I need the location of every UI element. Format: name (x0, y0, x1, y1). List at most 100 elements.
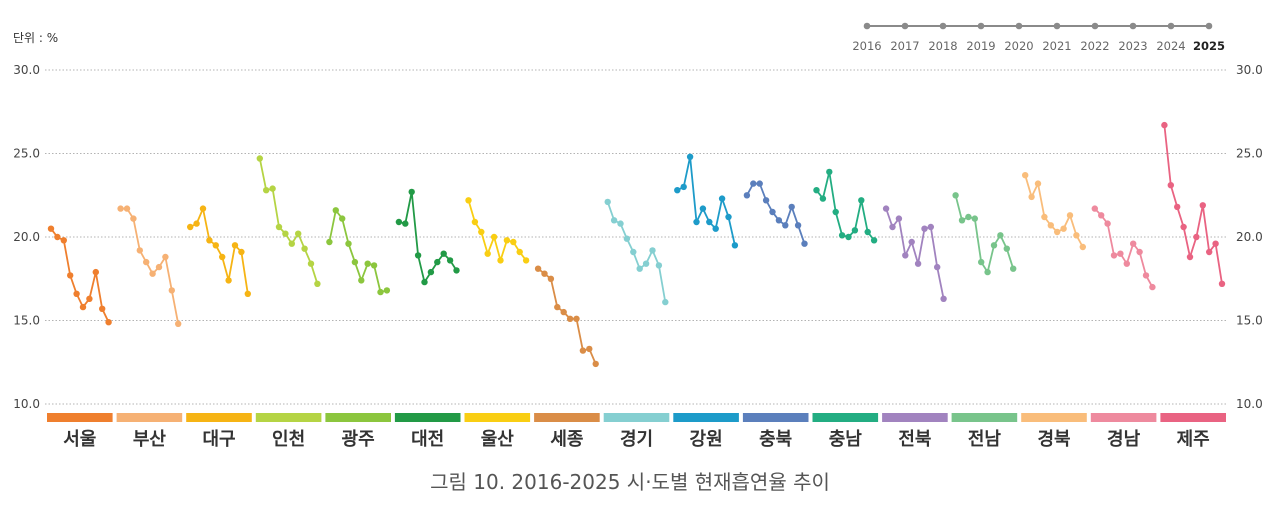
region-band (47, 413, 113, 422)
region-band (255, 413, 322, 422)
data-point (117, 205, 124, 212)
region-label: 전북 (898, 429, 931, 450)
data-point (566, 315, 574, 322)
data-point (1117, 250, 1124, 257)
unit-label: 단위 : % (13, 31, 58, 45)
series-경남 (1091, 205, 1156, 291)
data-point (952, 192, 959, 199)
data-point (332, 207, 339, 214)
region-band (1160, 413, 1226, 422)
region-band (742, 413, 809, 422)
gridlines (45, 69, 1228, 405)
series-전북 (882, 205, 947, 302)
region-label: 울산 (481, 429, 515, 450)
series-line (1163, 125, 1223, 284)
legend-marker (1167, 22, 1175, 30)
series-line (120, 207, 180, 324)
data-point (902, 252, 909, 259)
series-대전 (395, 188, 460, 286)
data-point (775, 217, 783, 224)
region-label: 광주 (342, 429, 375, 450)
region-band (812, 413, 879, 422)
y-axis-right: 10.0 15.0 20.0 25.0 30.0 (1236, 63, 1263, 411)
data-point (1161, 121, 1168, 129)
data-point (99, 305, 106, 312)
legend-marker (977, 22, 985, 30)
data-point (592, 360, 599, 368)
data-point (547, 275, 555, 282)
data-point (1047, 222, 1055, 229)
data-point (560, 308, 567, 316)
y-tick-label: 10.0 (13, 397, 40, 411)
data-point (1066, 212, 1074, 219)
legend-marker (939, 22, 947, 30)
series-line (537, 267, 597, 365)
series-광주 (326, 207, 391, 296)
region-band (673, 413, 739, 422)
data-point (1167, 182, 1175, 189)
region-label: 제주 (1177, 429, 1210, 450)
region-band (394, 413, 461, 422)
y-tick-label: 20.0 (13, 230, 40, 244)
data-point (870, 237, 878, 244)
data-point (642, 260, 650, 267)
data-point (123, 205, 131, 212)
data-point (364, 260, 371, 267)
data-point (73, 290, 80, 297)
data-point (1073, 232, 1080, 239)
series-제주 (1161, 121, 1226, 287)
data-point (351, 258, 359, 266)
series-강원 (674, 153, 739, 249)
data-point (693, 218, 700, 226)
series-line (815, 171, 875, 241)
legend-year-label: 2016 (852, 39, 881, 53)
region-label: 대구 (202, 429, 235, 450)
region-band (186, 413, 252, 422)
data-point (295, 230, 302, 237)
data-point (1079, 243, 1087, 251)
data-point (934, 263, 941, 271)
data-point (326, 238, 333, 246)
data-point (997, 232, 1004, 239)
region-label: 강원 (690, 429, 723, 450)
data-point (1034, 180, 1042, 187)
data-point (750, 180, 757, 187)
data-point (522, 257, 530, 264)
data-point (1206, 248, 1213, 256)
data-point (516, 248, 523, 256)
y-tick-label: 10.0 (1236, 397, 1263, 411)
series-line (746, 182, 806, 244)
data-point (541, 270, 548, 277)
region-band (116, 413, 183, 422)
region-label: 부산 (133, 429, 167, 450)
data-point (434, 258, 441, 266)
y-tick-label: 30.0 (1236, 63, 1263, 77)
region-label: 경남 (1107, 429, 1141, 450)
series-group (47, 121, 1226, 368)
data-point (345, 240, 352, 247)
legend-marker (1015, 22, 1023, 30)
series-서울 (47, 225, 112, 326)
data-point (794, 222, 802, 229)
data-point (965, 213, 972, 221)
region-label: 경북 (1037, 429, 1070, 450)
data-point (212, 242, 219, 249)
data-point (1149, 283, 1156, 291)
region-label: 충남 (829, 429, 863, 450)
data-point (105, 319, 112, 326)
data-point (895, 215, 903, 222)
region-band (325, 413, 391, 422)
data-point (699, 205, 707, 212)
legend-marker (1053, 22, 1061, 30)
data-point (921, 225, 928, 232)
data-point (1199, 202, 1207, 209)
data-point (630, 248, 637, 256)
region-band (464, 413, 531, 422)
legend-year-label: 2020 (1004, 39, 1033, 53)
y-tick-label: 15.0 (1236, 314, 1263, 328)
region-bands: 서울 부산 대구 인천 광주 대전 울산 세종 경기 강원 충북 충남 전북 전남 경북 경남 제주 (47, 413, 1226, 450)
region-band (534, 413, 600, 422)
data-point (149, 270, 156, 277)
region-band (1090, 413, 1157, 422)
